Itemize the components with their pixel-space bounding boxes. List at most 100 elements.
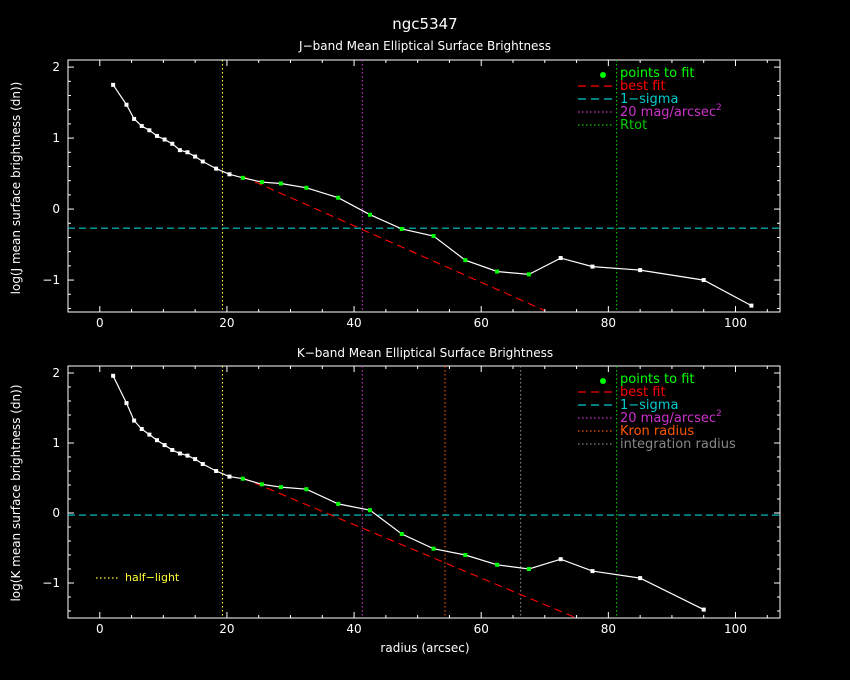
k-band-data-point <box>147 432 152 437</box>
j-band-data-point <box>111 82 116 87</box>
half-light-label: half−light <box>125 571 180 584</box>
k-band-ytick-label: −1 <box>42 576 60 590</box>
k-band-legend-marker <box>600 378 606 384</box>
k-band-legend-label: Kron radius <box>620 424 694 439</box>
j-band-fit-point <box>304 185 309 190</box>
k-band-xtick-label: 40 <box>346 622 361 636</box>
j-band-fit-point <box>367 212 372 217</box>
k-band-data-point <box>132 418 137 423</box>
k-band-xtick-label: 20 <box>219 622 234 636</box>
j-band-data-point <box>162 137 167 142</box>
k-band-legend-label: points to fit <box>620 372 695 387</box>
k-band-data-point <box>638 576 643 581</box>
k-band-data-point <box>177 451 182 456</box>
k-band-data-point <box>558 557 563 562</box>
j-band-ytick-label: 1 <box>52 131 60 145</box>
j-band-legend-marker <box>600 72 606 78</box>
j-band-fit-point <box>278 181 283 186</box>
j-band-fit-point <box>259 180 264 185</box>
k-band-xtick-label: 60 <box>474 622 489 636</box>
k-band-fit-point <box>431 546 436 551</box>
j-band-best-fit-line <box>242 175 546 312</box>
k-band-data-point <box>155 438 159 443</box>
j-band-data-point <box>701 278 706 283</box>
k-band-axes-frame <box>67 365 781 619</box>
k-band-data-point <box>214 469 219 473</box>
j-band-data-point <box>170 141 175 146</box>
j-band-xtick-label: 100 <box>724 316 747 330</box>
j-band-data-point <box>147 128 152 133</box>
j-band-data-point <box>200 159 205 164</box>
j-band-xtick-label: 0 <box>96 316 104 330</box>
j-band-fit-point <box>495 269 500 274</box>
k-band-fit-point <box>399 532 404 536</box>
k-band-fit-point <box>367 508 372 513</box>
j-band-legend-label: Rtot <box>620 118 647 133</box>
j-band-data-point <box>214 166 219 171</box>
k-band-fit-point <box>259 482 264 487</box>
j-band-xtick-label: 80 <box>601 316 616 330</box>
j-band-fit-point <box>399 226 404 231</box>
j-band-fit-point <box>526 272 531 277</box>
j-band-xtick-label: 20 <box>219 316 234 330</box>
figure-title: ngc5347 <box>392 15 457 33</box>
j-band-fit-point <box>240 175 245 180</box>
x-axis-label: radius (arcsec) <box>380 641 469 655</box>
k-band-fit-point <box>240 476 245 481</box>
j-band-legend-label: 20 mag/arcsec2 <box>620 103 722 120</box>
k-band-fit-point <box>526 567 531 571</box>
j-band-title: J−band Mean Elliptical Surface Brightnes… <box>298 39 551 53</box>
k-band-ytick-label: 0 <box>52 506 60 520</box>
k-band-data-point <box>139 427 144 431</box>
j-band-legend-label: points to fit <box>620 66 695 81</box>
k-band-fit-point <box>495 562 500 567</box>
k-band-xtick-label: 100 <box>724 622 747 636</box>
j-band-fit-point <box>431 234 436 239</box>
k-band-panel: K−band Mean Elliptical Surface Brightnes… <box>9 346 781 636</box>
k-band-legend-label: integration radius <box>620 437 736 452</box>
k-band-legend-label: 1−sigma <box>620 398 678 413</box>
k-band-data-point <box>200 462 205 466</box>
j-band-fit-point <box>463 258 468 263</box>
j-band-xtick-label: 60 <box>474 316 489 330</box>
j-band-data-point <box>124 102 129 107</box>
k-band-fit-point <box>304 487 309 492</box>
k-band-title: K−band Mean Elliptical Surface Brightnes… <box>297 346 553 360</box>
j-band-axes-frame <box>67 59 781 313</box>
k-band-ytick-label: 2 <box>52 366 60 380</box>
k-band-legend-label: 20 mag/arcsec2 <box>620 409 722 426</box>
j-band-ytick-label: −1 <box>42 273 60 287</box>
j-band-data-point <box>638 268 643 273</box>
j-band-fit-point <box>336 195 341 200</box>
k-band-data-point <box>701 607 706 612</box>
j-band-legend-label: 1−sigma <box>620 92 678 107</box>
k-band-xtick-label: 0 <box>96 622 104 636</box>
j-band-data-point <box>177 148 182 153</box>
j-band-ylabel: log(J mean surface brightness (dn)) <box>9 82 23 295</box>
k-band-data-point <box>162 443 167 448</box>
k-band-data-point <box>124 401 129 406</box>
j-band-data-point <box>193 154 198 159</box>
k-band-fit-point <box>278 485 283 490</box>
j-band-data-point <box>227 172 232 177</box>
k-band-fit-point <box>336 501 341 506</box>
j-band-data-point <box>132 116 137 121</box>
k-band-best-fit-line <box>242 477 577 618</box>
k-band-data-point <box>193 457 198 462</box>
j-band-ytick-label: 0 <box>52 202 60 216</box>
k-band-data-point <box>185 453 190 458</box>
k-band-legend-label: best fit <box>620 385 666 400</box>
j-band-data-point <box>558 256 563 261</box>
k-band-xtick-label: 80 <box>601 622 616 636</box>
k-band-data-point <box>111 373 116 378</box>
j-band-legend-label: best fit <box>620 79 666 94</box>
j-band-data-point <box>139 124 144 129</box>
k-band-ytick-label: 1 <box>52 436 60 450</box>
k-band-fit-point <box>463 553 468 557</box>
k-band-data-point <box>170 448 175 452</box>
j-band-data-point <box>155 133 159 138</box>
j-band-ytick-label: 2 <box>52 60 60 74</box>
j-band-panel: J−band Mean Elliptical Surface Brightnes… <box>9 39 781 330</box>
j-band-xtick-label: 40 <box>346 316 361 330</box>
